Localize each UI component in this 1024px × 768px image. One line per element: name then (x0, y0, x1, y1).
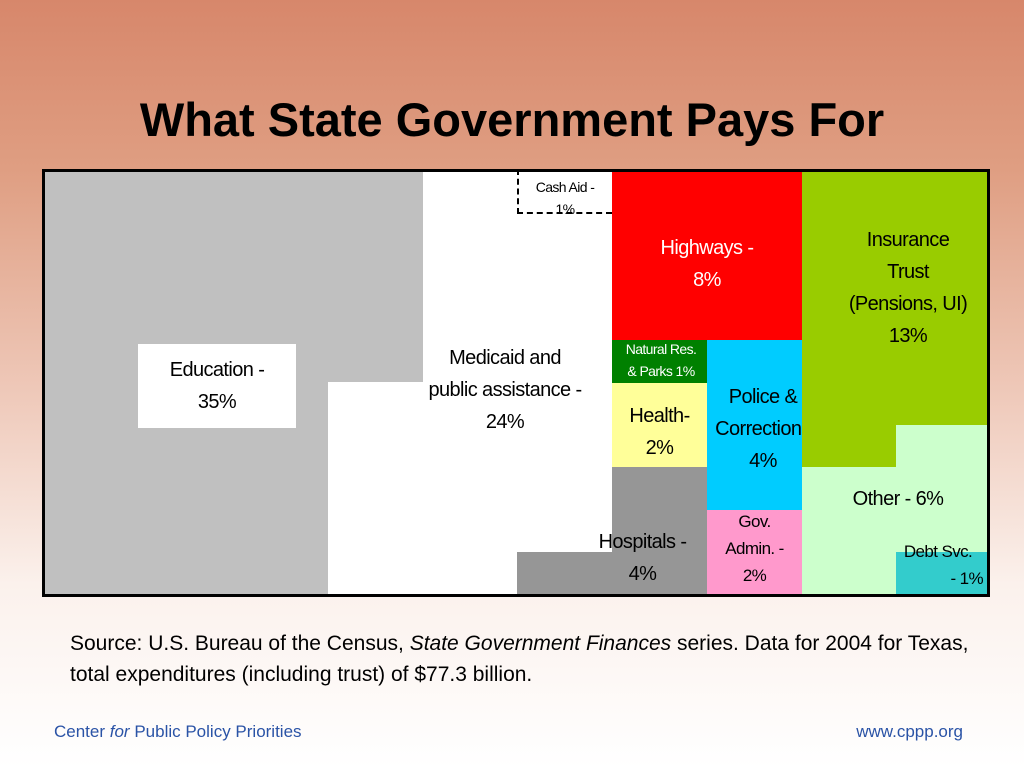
hospitals-label-line2: 4% (628, 563, 657, 585)
other-block (896, 425, 987, 552)
gov-admin-label-line1: Gov. (738, 512, 771, 531)
other-label-line1: Other - 6% (852, 488, 944, 510)
police-label: Police & Corrections 4% (703, 381, 823, 477)
gov-admin-label-line3: 2% (742, 566, 767, 585)
police-label-line1: Police & (728, 386, 798, 408)
medicaid-block (423, 172, 612, 594)
health-label: Health- 2% (612, 400, 707, 464)
natural-resources-block (612, 340, 707, 383)
education-label-line2: 35% (197, 391, 237, 413)
hospitals-label: Hospitals - 4% (585, 526, 700, 590)
insurance-label-line2: Trust (887, 261, 929, 283)
other-block-lower (802, 467, 896, 594)
highways-label-line1: Highways - (660, 237, 755, 259)
health-label-line1: Health- (629, 405, 690, 427)
health-block (612, 383, 707, 467)
highways-label: Highways - 8% (612, 232, 802, 296)
slide-title: What State Government Pays For (139, 93, 885, 146)
education-label: Education - 35% (138, 344, 296, 428)
footer-left-a: Center (54, 722, 110, 741)
debt-service-label-line2: - 1% (950, 569, 983, 588)
gov-admin-label-line2: Admin. - (725, 539, 784, 558)
insurance-block-lower (802, 425, 896, 467)
cash-aid-block (517, 172, 612, 214)
debt-service-block (896, 552, 987, 594)
cash-aid-label-line2: 1% (555, 201, 575, 217)
debt-service-label: Debt Svc. - 1% (893, 538, 984, 592)
other-label: Other - 6% (823, 483, 973, 515)
medicaid-label-line3: 24% (485, 411, 525, 433)
medicaid-block-lower (328, 382, 423, 594)
police-label-line3: 4% (749, 450, 777, 472)
health-label-line2: 2% (645, 437, 674, 459)
highways-block (612, 172, 802, 340)
gov-admin-block (707, 510, 802, 594)
source-suffix: series. Data for 2004 for Texas, total e… (70, 632, 969, 686)
medicaid-label-line2: public assistance - (428, 379, 582, 401)
medicaid-label-line1: Medicaid and (449, 347, 561, 369)
gov-admin-label: Gov. Admin. - 2% (707, 508, 802, 589)
police-label-line2: Corrections (715, 418, 811, 440)
insurance-label: Insurance Trust (Pensions, UI) 13% (823, 224, 987, 352)
footer-left-b: for (109, 722, 130, 741)
footer-organization: Center for Public Policy Priorities (54, 722, 302, 742)
source-italic: State Government Finances (409, 632, 672, 655)
footer-website[interactable]: www.cppp.org (856, 722, 963, 741)
source-note: Source: U.S. Bureau of the Census, State… (70, 628, 970, 690)
hospitals-block-lower (517, 552, 612, 594)
natural-resources-label-line1: Natural Res. (625, 341, 697, 357)
insurance-label-line4: 13% (888, 325, 928, 347)
source-prefix: Source: U.S. Bureau of the Census, (70, 632, 410, 655)
education-label-line1: Education - (169, 359, 265, 381)
natural-resources-label-line2: & Parks 1% (627, 363, 695, 379)
hospitals-label-line1: Hospitals - (598, 531, 687, 553)
insurance-label-line3: (Pensions, UI) (848, 293, 968, 315)
cash-aid-label-line1: Cash Aid - (535, 179, 595, 195)
cash-aid-label: Cash Aid - 1% (519, 176, 611, 220)
police-block (707, 340, 802, 510)
debt-service-label-line1: Debt Svc. (903, 542, 973, 561)
insurance-block (802, 172, 987, 425)
treemap-chart: Education - 35% Medicaid and public assi… (42, 169, 990, 597)
footer-left-c: Public Policy Priorities (129, 722, 302, 741)
highways-label-line2: 8% (693, 269, 721, 291)
medicaid-label: Medicaid and public assistance - 24% (410, 342, 600, 438)
hospitals-block (612, 467, 707, 594)
insurance-label-line1: Insurance (866, 229, 950, 251)
natural-resources-label: Natural Res. & Parks 1% (611, 338, 711, 382)
